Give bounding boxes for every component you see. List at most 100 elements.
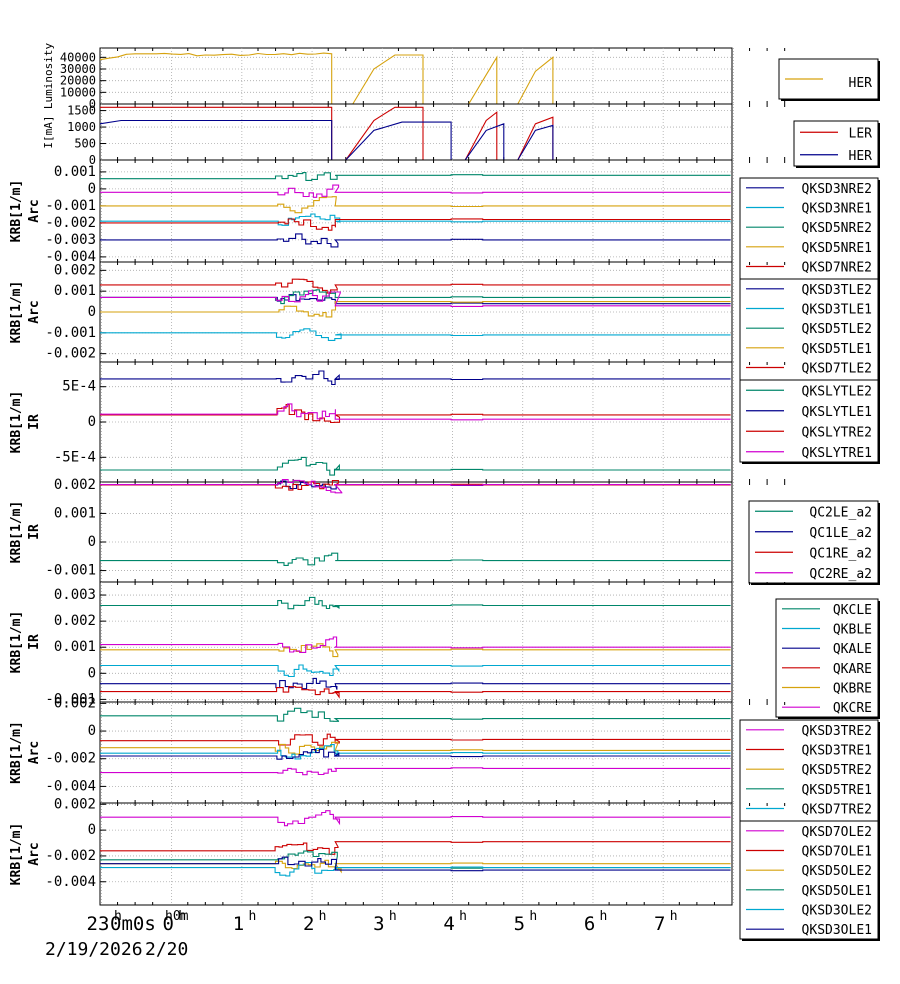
plot-frame [99,701,733,804]
legend-label: QKCRE [833,701,872,716]
y-axis-label: KRB[1/m] [9,281,24,344]
legend-label: QKSD5TRE2 [802,763,872,778]
y-tick-label: 20000 [60,74,96,88]
y-axis-label: KRB[1/m] [9,180,24,243]
legend-5: QKSLYTLE2 QKSLYTLE1 QKSLYTRE2 QKSLYTRE1 [739,379,880,464]
legend-9: QKSD7OLE2 QKSD7OLE1 QKSD5OLE2 QKSD5OLE1 QKSD… [739,820,880,941]
y-tick-label: 0 [88,414,96,430]
legend-label: QKSD3TLE2 [802,283,872,298]
y-tick-label: -0.002 [45,848,96,864]
date-label-left: 2/19/2026 [45,939,143,960]
y-axis-label: I[mA] [42,115,55,148]
legend-label: QKSLYTRE2 [802,425,872,440]
series-line-qksd5tre2 [100,741,731,755]
legend-label: QKBRE [833,682,872,697]
y-tick-label: -0.004 [45,249,96,265]
series-line-qksd7nre1 [100,184,731,198]
legend-label: QKSD5NRE1 [802,241,872,256]
legend-label: QKCLE [833,603,872,618]
legend-label: QKSD3NRE2 [802,182,872,197]
x-tick-label: 3 [373,913,384,935]
series-line-qksd7tle2 [100,278,731,294]
legend-box [739,820,879,940]
y-tick-label: 0.001 [54,639,96,655]
y-tick-label: 0.001 [54,505,96,521]
legend-label: QC2LE_a2 [809,505,872,520]
series-line-qc2le_a2 [100,552,731,566]
y-axis-label-2: IR [27,524,42,540]
y-axis-label-2: Arc [27,199,42,222]
series-line-qc2re_a2 [100,479,731,494]
legend-6: QC2LE_a2 QC1LE_a2 QC1RE_a2 QC2RE_a2 [748,500,880,585]
plot-panel-8: 0.002 0 -0.002 -0.004 KRB[1/m] Arc [9,695,786,804]
x-tick-label: 2 [303,913,314,935]
legend-4: QKSD3TLE2 QKSD3TLE1 QKSD5TLE2 QKSD5TLE1 QKSD… [739,278,880,399]
x-tick-label: 6 [584,913,595,935]
y-tick-label: 0.001 [54,283,96,299]
series-line-qksd3tle1 [100,328,731,341]
x-tick-sup: h [319,909,327,924]
series-line-qkslytre2 [100,404,731,424]
y-tick-label: 0 [88,304,96,320]
legend-label: QKBLE [833,623,872,638]
legend-label: QKSD3OLE1 [802,923,872,938]
legend-box [739,278,879,398]
legend-label: QKSD5TLE2 [802,322,872,337]
legend-label: QKSD5TRE1 [802,783,872,798]
y-axis-label-2: IR [27,414,42,430]
y-axis-label-2: Arc [27,741,42,764]
plot-panel-9: 0.002 0 -0.002 -0.004 KRB[1/m] Arc [9,796,786,906]
legend-label: LER [849,126,873,141]
y-tick-label: -0.003 [45,232,96,248]
legend-box [793,120,879,167]
series-line-qksd5tle1 [100,301,731,318]
legend-box [775,598,879,718]
y-tick-label: 10000 [60,85,96,99]
y-tick-label: 0 [88,723,96,739]
series-line-qksd5tre1 [100,707,731,722]
legend-box [739,177,879,297]
plot-panel-6: 0.002 0.001 0 -0.001 KRB[1/m] IR [9,477,786,583]
x-tick-sup: h [600,909,608,924]
legend-label: HER [849,149,873,164]
plot-panel-4: 0.002 0.001 0 -0.001 -0.002 KRB[1/m] Arc [9,261,786,363]
y-tick-label: 0 [88,534,96,550]
y-tick-label: -0.002 [45,751,96,767]
y-tick-label: 5E-4 [62,379,96,395]
x-tick-label: 0 [162,913,173,935]
legend-box [739,719,879,839]
plot-panel-2: 1500 1000 500 0 I[mA] [42,103,786,167]
y-tick-label: 40000 [60,50,96,64]
legend-label: QKSD5NRE2 [802,221,872,236]
series-line-qksd3tre2 [100,767,731,776]
y-axis-label-2: Arc [27,842,42,865]
legend-box [748,500,879,584]
series-line-qkble [100,664,731,678]
plot-frame [99,47,733,105]
series-line-qksd3nre2 [100,233,731,248]
y-axis-label: KRB[1/m] [9,501,24,564]
y-tick-label: -5E-4 [54,449,96,465]
legend-label: QC1LE_a2 [809,526,872,541]
legend-label: QKSLYTRE1 [802,446,872,461]
x-tick-label: 7 [654,913,665,935]
legend-1: HER [778,58,880,101]
plot-frame [99,481,733,583]
series-line-qksd3nre1 [100,213,731,226]
x-tick-sup: h [178,909,186,924]
legend-label: QKARE [833,662,872,677]
y-tick-label: 1500 [67,104,96,118]
y-tick-label: 0.002 [54,613,96,629]
x-tick-sup: h [670,909,678,924]
legend-label: QKSLYTLE1 [802,405,872,420]
legend-8: QKSD3TRE2 QKSD3TRE1 QKSD5TRE2 QKSD5TRE1 QKSD… [739,719,880,840]
x-overlap-sup: h0m [165,909,189,924]
legend-label: HER [849,76,873,91]
series-line-qkare [100,686,731,699]
y-tick-label: 0 [89,97,96,111]
date-label-right: 2/20 [145,939,188,960]
legend-label: QKSD7OLE1 [802,845,872,860]
legend-label: QKSD3OLE2 [802,904,872,919]
